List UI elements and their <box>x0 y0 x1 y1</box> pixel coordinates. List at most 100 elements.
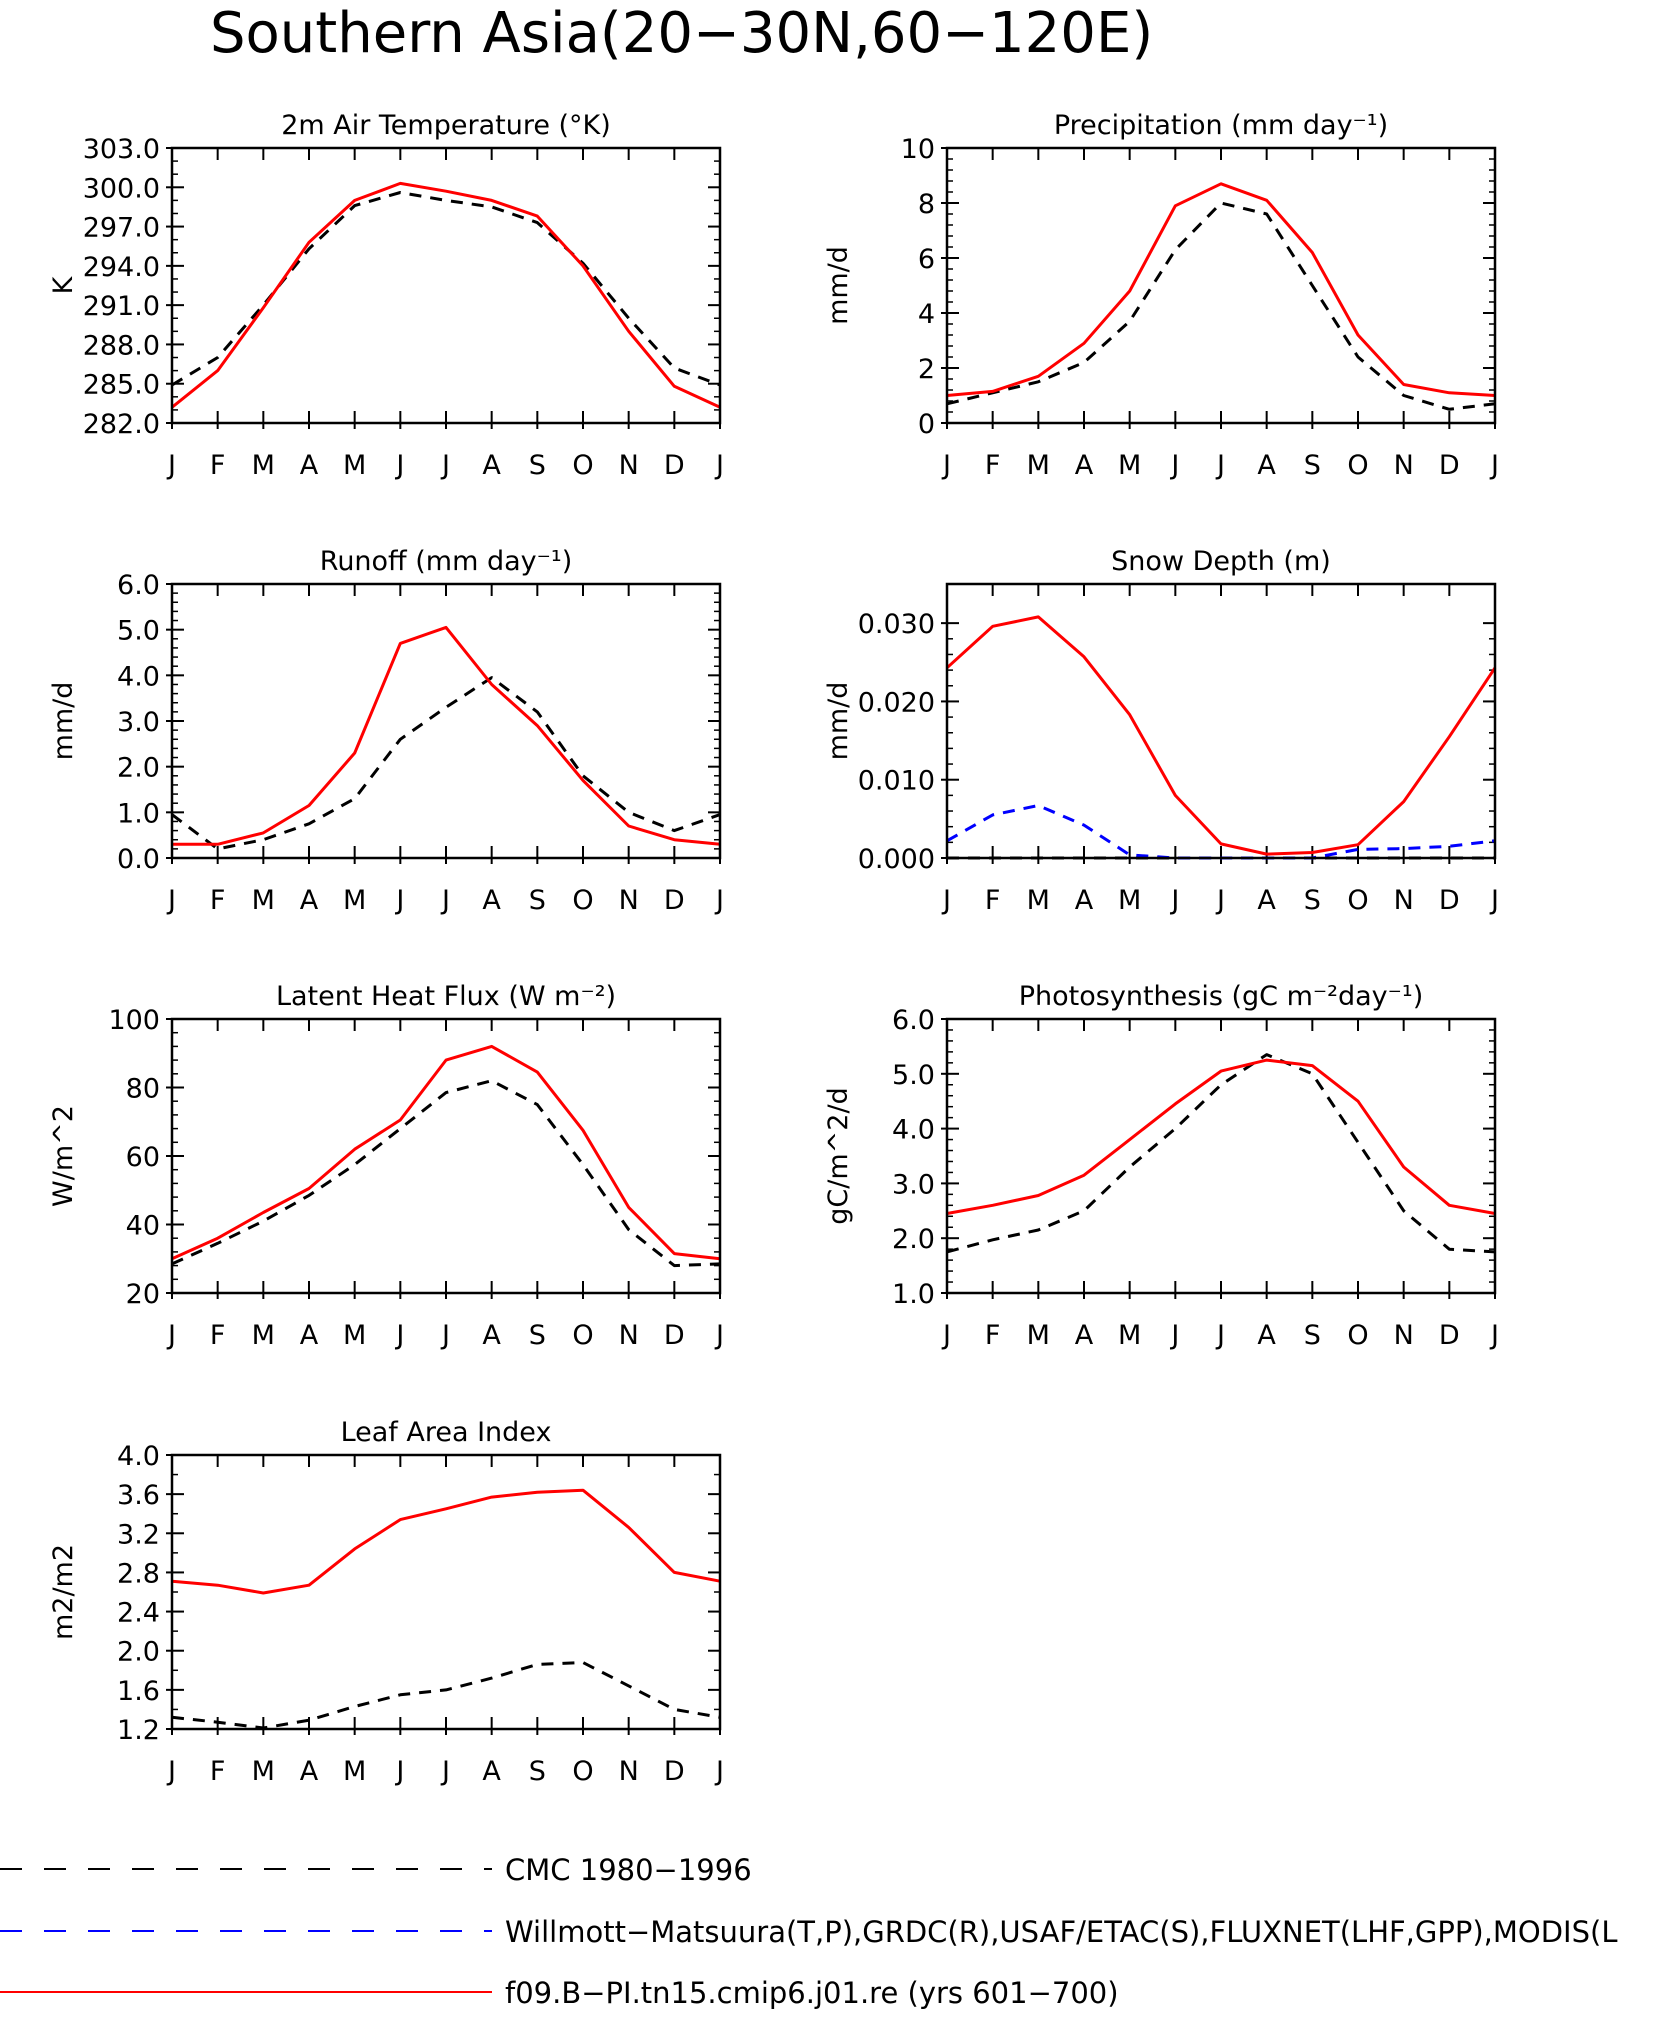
y-tick-label: 303.0 <box>83 134 160 165</box>
x-tick-label: D <box>664 1320 685 1351</box>
series-line-model <box>945 615 1497 856</box>
panel-4: Snow Depth (m) mm/d 0.000 0.010 0.020 0.030 J F… <box>823 546 1499 916</box>
legend-label-model: f09.B−PI.tn15.cmip6.j01.re (yrs 601−700) <box>505 1976 1119 2010</box>
x-tick-label: S <box>1304 885 1321 916</box>
x-tick-label: A <box>482 1320 501 1351</box>
x-tick-label: M <box>1118 1320 1141 1351</box>
y-tick-label: 0.0 <box>117 844 160 875</box>
y-tick-label: 2.0 <box>892 1224 935 1255</box>
y-tick-label: 4.0 <box>117 661 160 692</box>
series-line-cmc <box>946 201 1496 411</box>
y-tick-label: 2.8 <box>117 1558 160 1589</box>
y-ticks: 1.0 2.0 3.0 4.0 5.0 6.0 <box>892 1005 1495 1310</box>
x-tick-label: A <box>300 885 319 916</box>
x-tick-label: F <box>210 1320 226 1351</box>
panel-title: Latent Heat Flux (W m⁻²) <box>276 981 616 1012</box>
y-tick-label: 3.0 <box>892 1169 935 1200</box>
series-line-model <box>171 1488 721 1595</box>
x-tick-label: M <box>343 1756 366 1787</box>
x-tick-label: J <box>1169 1320 1179 1351</box>
x-tick-label: N <box>619 450 639 481</box>
x-tick-label: J <box>941 1320 951 1351</box>
panel-title: Snow Depth (m) <box>1111 546 1331 577</box>
y-ticks: 1.2 1.6 2.0 2.4 2.8 3.2 3.6 4.0 <box>117 1441 720 1746</box>
x-tick-label: S <box>529 450 546 481</box>
x-tick-label: A <box>1075 450 1094 481</box>
panel-6: Photosynthesis (gC m⁻²day⁻¹) gC/m^2/d 1.0 2… <box>823 981 1499 1351</box>
x-tick-label: D <box>664 450 685 481</box>
plot-frame <box>170 1453 722 1731</box>
x-tick-label: F <box>985 885 1001 916</box>
plot-frame <box>945 146 1497 425</box>
x-tick-label: J <box>440 1756 450 1787</box>
plot-frame <box>945 1017 1497 1295</box>
y-tick-label: 0.010 <box>858 766 935 797</box>
x-tick-label: D <box>664 885 685 916</box>
y-ticks: 0.000 0.010 0.020 0.030 <box>858 609 1495 875</box>
x-tick-label: D <box>664 1756 685 1787</box>
x-tick-label: J <box>1489 450 1499 481</box>
legend-label-obs: Willmott−Matsuura(T,P),GRDC(R),USAF/ETAC… <box>505 1915 1618 1949</box>
x-tick-label: J <box>394 1320 404 1351</box>
x-tick-label: J <box>394 885 404 916</box>
x-tick-label: D <box>1439 885 1460 916</box>
x-tick-label: S <box>529 1320 546 1351</box>
x-tick-label: F <box>985 450 1001 481</box>
x-tick-label: N <box>619 1320 639 1351</box>
x-tick-label: J <box>1215 885 1225 916</box>
series-line-model <box>172 625 721 846</box>
y-tick-label: 3.2 <box>117 1519 160 1550</box>
y-tick-label: 10 <box>901 134 935 165</box>
x-tick-label: F <box>210 885 226 916</box>
y-tick-label: 2.4 <box>117 1598 160 1629</box>
series-group <box>171 625 721 851</box>
series-line-cmc <box>946 1053 1496 1254</box>
y-axis-label: W/m^2 <box>48 1105 79 1207</box>
y-tick-label: 5.0 <box>892 1060 935 1091</box>
x-tick-label: J <box>394 450 404 481</box>
x-tick-label: J <box>166 1756 176 1787</box>
x-tick-label: N <box>619 1756 639 1787</box>
x-tick-label: M <box>1118 450 1141 481</box>
x-tick-label: M <box>252 450 275 481</box>
x-tick-label: J <box>1169 885 1179 916</box>
x-tick-label: J <box>1215 1320 1225 1351</box>
x-tick-label: M <box>1027 885 1050 916</box>
x-tick-label: J <box>440 1320 450 1351</box>
y-ticks: 20 40 60 80 100 <box>108 1005 720 1310</box>
x-tick-label: N <box>619 885 639 916</box>
x-tick-label: S <box>1304 450 1321 481</box>
series-group <box>171 181 721 409</box>
y-tick-label: 297.0 <box>83 213 160 244</box>
y-tick-label: 4.0 <box>117 1441 160 1472</box>
x-tick-label: A <box>300 1756 319 1787</box>
x-tick-label: J <box>941 450 951 481</box>
y-tick-label: 291.0 <box>83 291 160 322</box>
x-tick-label: F <box>210 450 226 481</box>
x-tick-label: A <box>1075 885 1094 916</box>
series-line-model <box>171 1044 721 1261</box>
y-axis-label: mm/d <box>823 246 854 325</box>
y-tick-label: 282.0 <box>83 409 160 440</box>
panel-title: Photosynthesis (gC m⁻²day⁻¹) <box>1019 981 1423 1012</box>
y-tick-label: 6.0 <box>892 1005 935 1036</box>
x-tick-label: S <box>1304 1320 1321 1351</box>
x-tick-label: N <box>1394 885 1414 916</box>
y-tick-label: 0 <box>918 409 935 440</box>
panel-5: Latent Heat Flux (W m⁻²) W/m^2 20 40 60 80 100… <box>48 981 724 1351</box>
x-tick-label: M <box>343 885 366 916</box>
series-line-model <box>171 181 721 409</box>
y-tick-label: 1.6 <box>117 1676 160 1707</box>
y-axis-label: K <box>48 275 79 294</box>
x-tick-label: M <box>343 450 366 481</box>
y-tick-label: 3.0 <box>117 707 160 738</box>
x-tick-label: A <box>300 1320 319 1351</box>
y-tick-label: 40 <box>126 1211 160 1242</box>
